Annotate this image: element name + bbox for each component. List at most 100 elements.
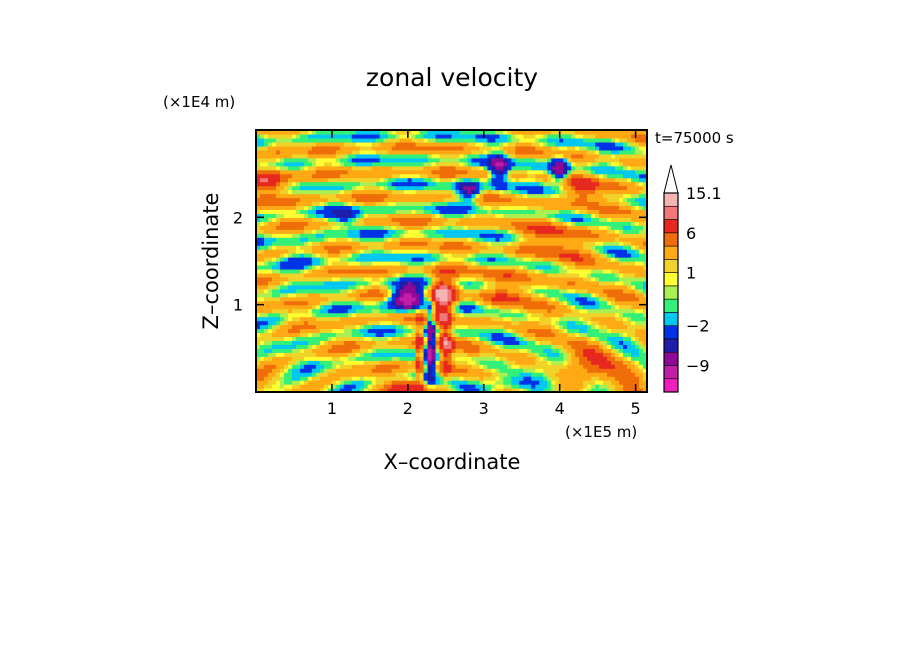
field-cell [256,193,261,199]
field-cell [291,316,297,322]
field-cell [283,241,289,246]
field-cell [439,324,445,330]
field-cell [427,284,433,290]
field-cell [623,241,628,246]
field-cell [383,380,389,385]
field-cell [599,348,604,353]
field-cell [419,304,425,310]
field-cell [403,253,409,258]
field-cell [399,209,405,214]
field-cell [439,233,445,238]
field-cell [459,201,465,207]
field-cell [575,284,580,290]
field-cell [555,312,560,318]
field-cell [575,348,580,353]
field-cell [627,376,632,381]
field-cell [315,344,321,349]
field-cell [535,229,540,234]
field-cell [623,213,628,218]
field-cell [523,372,528,377]
field-cell [511,209,516,214]
field-cell [303,372,309,377]
field-cell [591,296,596,302]
field-cell [531,213,536,218]
field-cell [367,344,373,349]
field-cell [415,225,421,230]
field-cell [395,320,401,326]
field-cell [555,268,560,274]
field-cell [423,233,429,238]
field-cell [391,388,397,393]
field-cell [263,205,269,210]
field-cell [503,388,508,393]
field-cell [271,352,277,357]
field-cell [263,376,269,381]
field-cell [415,384,421,389]
field-cell [387,388,393,393]
field-cell [499,292,504,298]
field-cell [475,376,481,381]
field-cell [515,233,520,238]
field-cell [471,340,477,345]
field-cell [535,276,540,282]
field-cell [639,245,644,250]
field-cell [527,237,532,242]
field-cell [375,308,381,314]
field-cell [571,300,576,306]
field-cell [451,253,457,258]
field-cell [335,352,341,357]
field-cell [295,328,301,334]
field-cell [591,229,596,234]
field-cell [315,352,321,357]
field-cell [587,193,592,199]
field-cell [283,217,289,222]
field-cell [635,372,640,377]
field-cell [367,360,373,365]
field-cell [256,304,261,310]
field-cell [331,237,337,242]
field-cell [295,272,301,278]
field-cell [575,316,580,322]
field-cell [267,257,273,262]
field-cell [603,249,608,254]
field-cell [519,384,524,389]
field-cell [443,296,449,302]
field-cell [567,348,572,353]
field-cell [299,189,305,195]
field-cell [423,296,429,302]
field-cell [399,304,405,310]
field-cell [551,261,556,266]
field-cell [275,308,281,314]
field-cell [543,209,548,214]
field-cell [303,253,309,258]
field-cell [375,189,381,195]
field-cell [479,388,485,393]
field-cell [587,316,592,322]
field-cell [347,237,353,242]
field-cell [363,205,369,210]
field-cell [531,245,536,250]
field-cell [591,332,596,338]
field-cell [271,221,277,226]
field-cell [335,264,341,270]
field-cell [591,376,596,381]
field-cell [419,356,425,361]
field-cell [419,217,425,222]
field-cell [559,388,564,393]
field-cell [643,316,648,322]
field-cell [539,304,544,310]
field-cell [439,241,445,246]
field-cell [343,320,349,326]
field-cell [459,276,465,282]
field-cell [331,344,337,349]
field-cell [527,217,532,222]
field-cell [427,332,433,338]
field-cell [611,280,616,286]
field-cell [399,388,405,393]
field-cell [587,368,592,373]
field-cell [287,296,293,302]
field-cell [591,217,596,222]
field-cell [295,205,301,210]
field-cell [623,264,628,270]
field-cell [615,384,620,389]
